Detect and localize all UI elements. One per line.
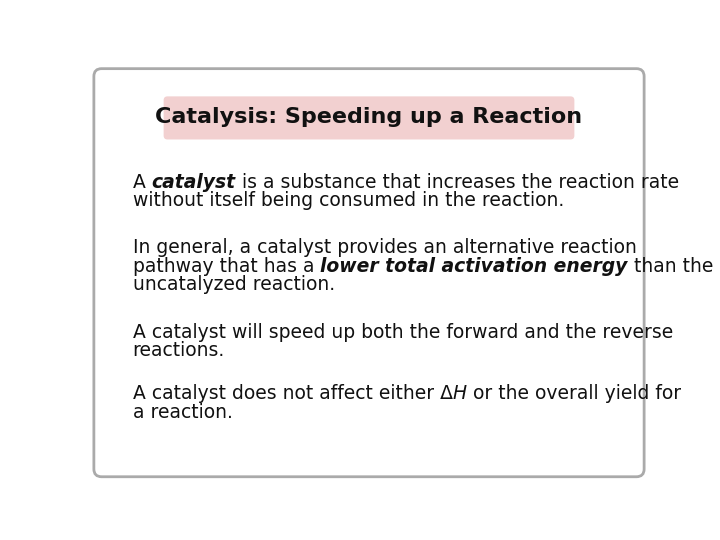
Text: catalyst: catalyst <box>151 173 235 192</box>
Text: reactions.: reactions. <box>132 341 225 360</box>
Text: a reaction.: a reaction. <box>132 403 233 422</box>
Text: pathway that has a: pathway that has a <box>132 256 320 275</box>
Text: A catalyst does not affect either Δ: A catalyst does not affect either Δ <box>132 384 453 403</box>
Text: H: H <box>453 384 467 403</box>
Text: A catalyst will speed up both the forward and the reverse: A catalyst will speed up both the forwar… <box>132 323 673 342</box>
Text: than the: than the <box>628 256 713 275</box>
Text: uncatalyzed reaction.: uncatalyzed reaction. <box>132 275 335 294</box>
FancyBboxPatch shape <box>94 69 644 477</box>
Text: is a substance that increases the reaction rate: is a substance that increases the reacti… <box>235 173 679 192</box>
Text: In general, a catalyst provides an alternative reaction: In general, a catalyst provides an alter… <box>132 238 636 257</box>
Text: or the overall yield for: or the overall yield for <box>467 384 681 403</box>
Text: A: A <box>132 173 151 192</box>
Text: without itself being consumed in the reaction.: without itself being consumed in the rea… <box>132 191 564 210</box>
FancyBboxPatch shape <box>163 96 575 139</box>
Text: Catalysis: Speeding up a Reaction: Catalysis: Speeding up a Reaction <box>156 107 582 127</box>
Text: lower total activation energy: lower total activation energy <box>320 256 628 275</box>
